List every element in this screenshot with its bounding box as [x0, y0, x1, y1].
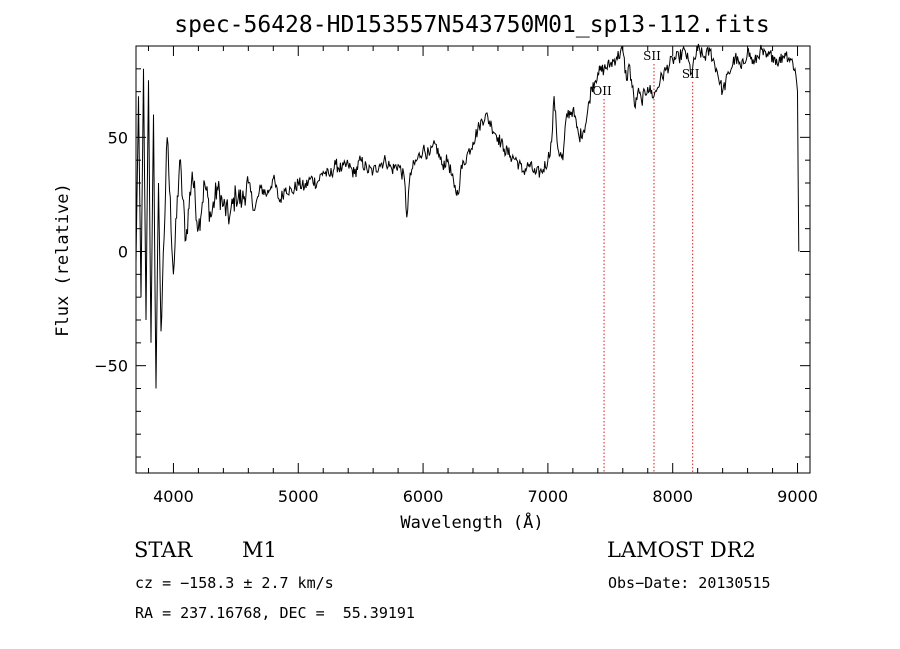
y-axis-label: Flux (relative) [53, 183, 73, 337]
survey-name: LAMOST DR2 [607, 538, 756, 562]
spectrum-line [135, 43, 800, 389]
object-class: STAR [134, 538, 193, 562]
x-tick-label: 8000 [652, 487, 693, 506]
coordinates-info: RA = 237.16768, DEC = 55.39191 [135, 604, 415, 622]
chart-title: spec-56428-HD153557N543750M01_sp13-112.f… [174, 12, 769, 38]
x-axis-label: Wavelength (Å) [400, 511, 543, 533]
plot-frame [135, 45, 811, 474]
y-tick-label: 0 [118, 243, 128, 262]
object-subclass: M1 [242, 538, 277, 562]
x-tick-label: 5000 [278, 487, 319, 506]
x-tick-label: 9000 [777, 487, 818, 506]
x-tick-label: 7000 [528, 487, 569, 506]
x-tick-label: 4000 [153, 487, 194, 506]
y-tick-label: −50 [94, 357, 128, 376]
line-marker-label: SII [643, 49, 661, 63]
x-tick-label: 6000 [403, 487, 444, 506]
redshift-info: cz = −158.3 ± 2.7 km/s [135, 574, 334, 592]
line-marker-label: OII [592, 84, 612, 98]
observation-date: Obs−Date: 20130515 [608, 574, 771, 592]
y-tick-label: 50 [108, 128, 128, 147]
